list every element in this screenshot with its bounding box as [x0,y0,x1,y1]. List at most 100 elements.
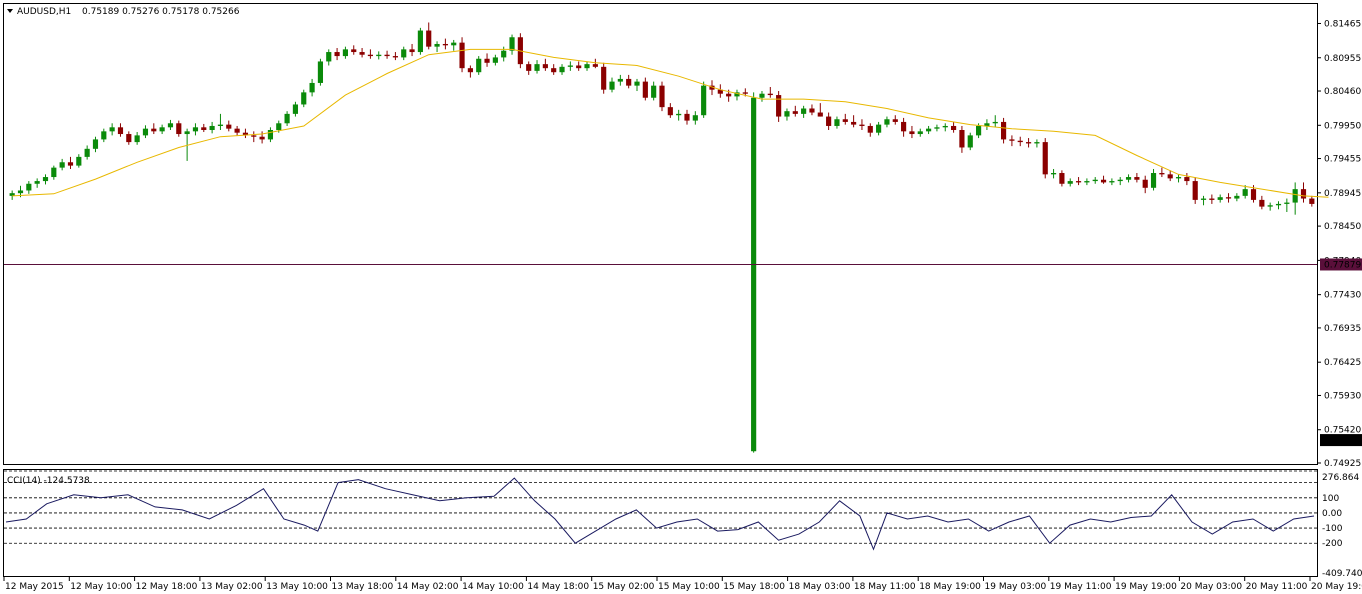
candle-body [876,124,882,133]
candle-body [342,49,348,57]
candle-body [1059,173,1065,184]
candle-body [1242,189,1248,196]
candle-body [601,66,607,90]
time-tick-label: 12 May 10:00 [70,582,132,592]
time-tick-label: 13 May 10:00 [266,582,328,592]
price-tick-label: 0.75930 [1324,391,1361,401]
candle-body [351,49,357,53]
dropdown-triangle-icon[interactable] [7,9,13,13]
candle-body [801,108,807,114]
candle-body [1217,197,1223,200]
candle-body [617,78,623,82]
candle-body [1025,142,1032,144]
candle-body [1017,140,1023,143]
candle-body [151,128,157,132]
candle-body [1042,142,1048,175]
candle-body [917,131,923,135]
candle-body [417,30,423,53]
candle-body [76,156,82,166]
candle-body [1284,202,1290,204]
candle-body [326,52,332,62]
candle-body [384,54,390,57]
candle-body [1084,181,1090,183]
candle-body [751,97,757,452]
price-tick-label: 0.74925 [1324,459,1361,469]
candle-body [34,181,40,184]
candle-body [101,131,107,140]
time-tick-label: 19 May 11:00 [1050,582,1112,592]
time-tick-label: 13 May 18:00 [332,582,394,592]
time-tick-label: 15 May 10:00 [658,582,720,592]
candle-body [1159,173,1165,175]
candle-body [184,131,190,135]
time-tick-label: 12 May 18:00 [136,582,198,592]
candle-body [434,43,440,47]
candle-body [809,108,815,113]
candle-body [726,93,732,97]
candle-body [1134,177,1140,180]
candle-body [984,123,990,126]
price-tick-label: 0.76935 [1324,324,1361,334]
candle-body [759,93,765,98]
candle-body [976,125,982,136]
candle-body [717,89,723,94]
candle-body [909,131,915,135]
candle-body [851,121,857,125]
candle-body [501,50,507,58]
candle-body [1275,203,1282,206]
candle-body [567,65,573,67]
candle-body [1142,179,1148,188]
candle-body [226,124,232,129]
candle-body [1175,177,1182,179]
price-tick-label: 0.78945 [1324,189,1361,199]
candlestick-series [9,22,1315,453]
candle-body [684,113,690,121]
candle-body [476,58,482,73]
candle-body [317,61,324,83]
candle-body [9,193,15,196]
candle-body [1109,181,1115,183]
time-tick-label: 18 May 03:00 [789,582,851,592]
candle-body [1200,198,1207,200]
candle-body [1300,189,1307,199]
candle-body [209,125,215,131]
time-tick-label: 20 May 11:00 [1246,582,1308,592]
candle-body [1250,189,1257,200]
cci-tick-label: -200 [1322,539,1343,549]
time-tick-label: 15 May 18:00 [723,582,785,592]
time-tick-label: 14 May 10:00 [462,582,524,592]
time-tick-label: 18 May 19:00 [919,582,981,592]
candle-body [534,64,540,71]
candle-body [526,64,532,71]
candle-body [959,130,965,148]
candle-body [826,116,832,126]
candle-body [1309,198,1315,204]
candle-body [1267,205,1273,207]
candle-body [467,68,473,73]
candle-body [942,125,948,128]
candle-body [767,93,773,96]
price-tick-label: 0.81465 [1324,19,1361,29]
candle-body [167,123,174,128]
price-tick-label: 0.78450 [1324,222,1361,232]
candle-body [301,92,307,105]
candle-body [651,85,657,98]
symbol-label: AUDUSD,H1 [17,7,71,17]
ohlc-values: 0.75189 0.75276 0.75178 0.75266 [82,7,240,17]
time-tick-label: 20 May 03:00 [1180,582,1242,592]
candle-body [126,134,132,143]
candle-body [859,124,865,126]
candle-body [951,125,957,131]
candle-body [1117,179,1123,182]
cci-tick-label: -100 [1322,524,1343,534]
cci-tick-label: 276.864 [1322,473,1359,483]
candle-body [484,58,490,63]
candle-body [26,183,32,191]
candle-body [267,130,274,140]
candle-body [892,119,898,122]
candle-body [67,162,74,166]
candle-body [401,49,407,58]
last-price-tag-text: 0.75266 [1324,436,1361,446]
